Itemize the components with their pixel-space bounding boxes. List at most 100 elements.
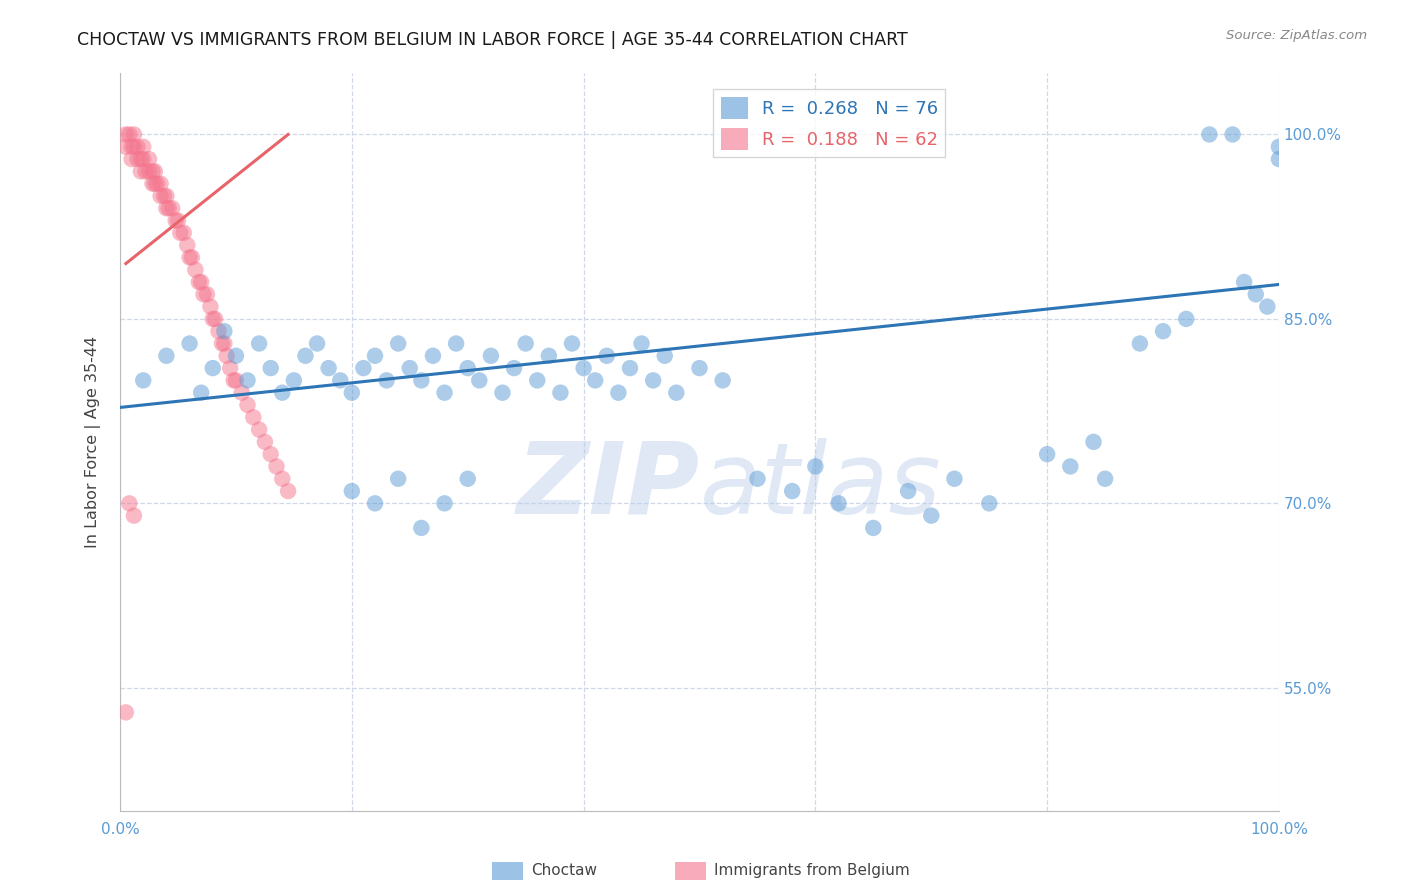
Point	[271, 385, 294, 400]
Point	[1083, 434, 1105, 449]
Point	[169, 226, 191, 240]
Point	[132, 152, 155, 166]
Point	[596, 349, 619, 363]
Point	[129, 152, 152, 166]
Point	[153, 189, 176, 203]
Point	[804, 459, 827, 474]
Point	[176, 238, 198, 252]
Point	[132, 373, 155, 387]
Point	[665, 385, 688, 400]
Point	[155, 189, 177, 203]
Point	[115, 706, 138, 720]
Point	[277, 484, 299, 499]
Point	[247, 423, 270, 437]
Point	[146, 177, 169, 191]
Point	[190, 385, 212, 400]
Point	[143, 164, 166, 178]
Point	[375, 373, 398, 387]
Point	[193, 287, 215, 301]
Legend: R =  0.268   N = 76, R =  0.188   N = 62: R = 0.268 N = 76, R = 0.188 N = 62	[713, 89, 945, 157]
Point	[115, 140, 138, 154]
Point	[352, 361, 374, 376]
Point	[897, 484, 920, 499]
Point	[654, 349, 676, 363]
Point	[214, 336, 236, 351]
Point	[122, 128, 145, 142]
Point	[201, 361, 224, 376]
Point	[222, 373, 245, 387]
Point	[491, 385, 513, 400]
Point	[207, 324, 229, 338]
Point	[444, 336, 467, 351]
Point	[122, 140, 145, 154]
Point	[179, 336, 201, 351]
Point	[1175, 312, 1198, 326]
Point	[411, 373, 433, 387]
Point	[307, 336, 329, 351]
Point	[340, 385, 363, 400]
Point	[129, 164, 152, 178]
Point	[526, 373, 548, 387]
Point	[862, 521, 884, 535]
Point	[607, 385, 630, 400]
Point	[187, 275, 209, 289]
Point	[711, 373, 734, 387]
Point	[260, 361, 283, 376]
Point	[236, 373, 259, 387]
Point	[561, 336, 583, 351]
Point	[214, 324, 236, 338]
Point	[643, 373, 665, 387]
Point	[780, 484, 803, 499]
Point	[411, 521, 433, 535]
Point	[215, 349, 238, 363]
Point	[433, 496, 456, 510]
Point	[515, 336, 537, 351]
Point	[457, 472, 479, 486]
Point	[329, 373, 352, 387]
Point	[920, 508, 942, 523]
Point	[1036, 447, 1059, 461]
Point	[1244, 287, 1267, 301]
Point	[1152, 324, 1174, 338]
Point	[1198, 128, 1220, 142]
Point	[537, 349, 560, 363]
Text: Choctaw: Choctaw	[531, 863, 598, 878]
Point	[167, 213, 190, 227]
Point	[121, 140, 143, 154]
Text: atlas: atlas	[700, 438, 941, 534]
Point	[253, 434, 276, 449]
Point	[141, 164, 163, 178]
Point	[190, 275, 212, 289]
Point	[630, 336, 652, 351]
Point	[422, 349, 444, 363]
Point	[1094, 472, 1116, 486]
Point	[1233, 275, 1256, 289]
Point	[943, 472, 966, 486]
Point	[318, 361, 340, 376]
Point	[138, 164, 160, 178]
Point	[225, 349, 247, 363]
Point	[149, 177, 172, 191]
Point	[127, 152, 149, 166]
Point	[121, 152, 143, 166]
Point	[204, 312, 226, 326]
Point	[294, 349, 316, 363]
Point	[1256, 300, 1278, 314]
Point	[1268, 140, 1291, 154]
Point	[457, 361, 479, 376]
Point	[184, 262, 207, 277]
Point	[979, 496, 1001, 510]
Point	[364, 496, 387, 510]
Point	[143, 177, 166, 191]
Point	[583, 373, 606, 387]
Point	[1059, 459, 1081, 474]
Point	[141, 177, 163, 191]
Point	[550, 385, 572, 400]
Point	[747, 472, 769, 486]
Point	[127, 140, 149, 154]
Point	[1222, 128, 1244, 142]
Point	[195, 287, 218, 301]
Point	[387, 336, 409, 351]
Point	[118, 496, 141, 510]
Point	[503, 361, 526, 376]
